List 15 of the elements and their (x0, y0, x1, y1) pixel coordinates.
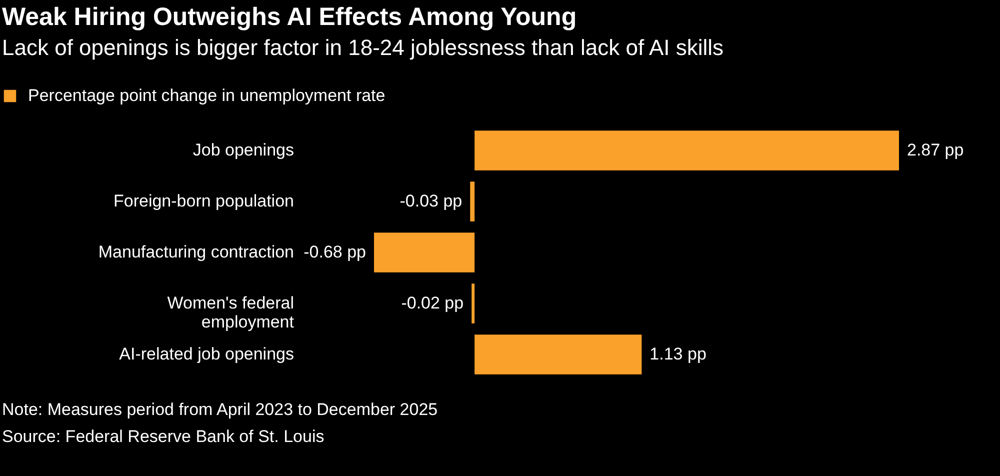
y-tick-label: Manufacturing contraction (98, 242, 294, 262)
data-label: -0.02 pp (401, 294, 464, 312)
source-note: Source: Federal Reserve Bank of St. Louis (2, 427, 324, 446)
chart-title: Weak Hiring Outweighs AI Effects Among Young (2, 3, 577, 31)
y-tick-label: Women's federal employment (167, 294, 294, 332)
y-tick-label: AI-related job openings (119, 344, 294, 364)
legend-label: Percentage point change in unemployment rate (28, 86, 386, 105)
data-label: -0.03 pp (400, 192, 462, 210)
chart-subtitle: Lack of openings is bigger factor in 18-24 joblessness than lack of AI skills (2, 35, 724, 60)
y-tick-label: Foreign-born population (113, 192, 294, 210)
y-tick-label: Job openings (192, 140, 294, 160)
data-label: 2.87 pp (907, 140, 964, 160)
text: Note: Measures period from April 2023 to December 2025 (2, 400, 438, 419)
data-label: -0.68 pp (304, 242, 366, 262)
data-label: 1.13 pp (650, 344, 706, 364)
